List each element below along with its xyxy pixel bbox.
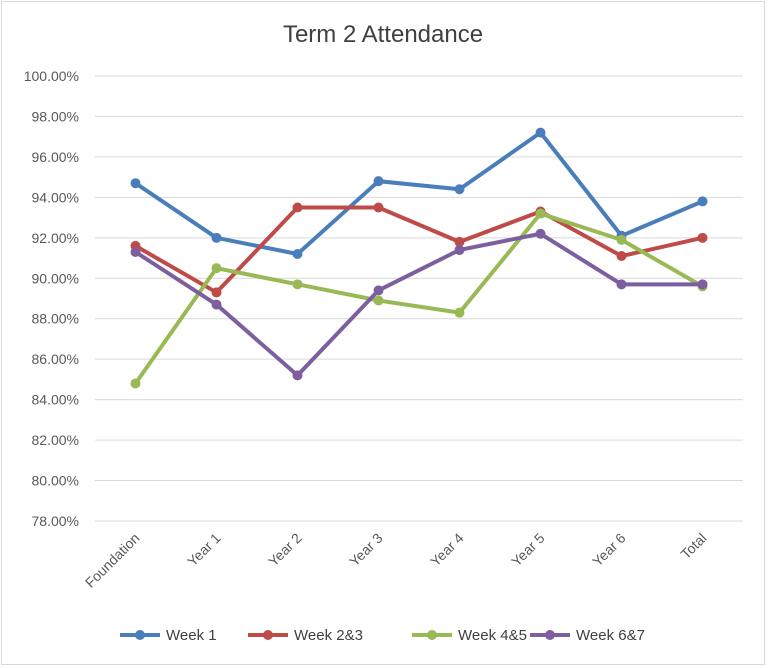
series-lines bbox=[130, 127, 708, 389]
data-point bbox=[292, 249, 303, 259]
y-tick-label: 98.00% bbox=[32, 108, 79, 124]
y-tick-label: 90.00% bbox=[32, 270, 79, 286]
data-point bbox=[130, 178, 141, 189]
data-point bbox=[697, 279, 708, 290]
x-tick-label: Year 5 bbox=[508, 530, 548, 570]
y-tick-label: 82.00% bbox=[32, 432, 79, 448]
data-point bbox=[211, 287, 222, 298]
data-point bbox=[697, 232, 708, 243]
y-tick-label: 100.00% bbox=[24, 68, 79, 84]
legend-label: Week 6&7 bbox=[576, 627, 645, 644]
data-point bbox=[373, 202, 384, 213]
data-point bbox=[697, 196, 708, 207]
data-point bbox=[454, 244, 465, 255]
x-axis-ticks: Foundation Year 1 Year 2 Year 3 Year 4 Year 5… bbox=[82, 530, 710, 591]
legend-marker bbox=[263, 630, 273, 640]
y-tick-label: 80.00% bbox=[32, 473, 79, 489]
y-tick-label: 92.00% bbox=[32, 230, 79, 246]
legend-label: Week 4&5 bbox=[458, 627, 527, 644]
data-point bbox=[292, 370, 303, 381]
y-tick-label: 88.00% bbox=[32, 311, 79, 327]
data-point bbox=[211, 263, 222, 274]
y-tick-label: 78.00% bbox=[32, 513, 79, 529]
y-tick-label: 94.00% bbox=[32, 189, 79, 205]
data-point bbox=[616, 251, 627, 262]
series-week-4-5 bbox=[130, 208, 708, 389]
y-axis-ticks: 78.00% 80.00% 82.00% 84.00% 86.00% 88.00% 90.0… bbox=[24, 68, 79, 529]
data-point bbox=[292, 202, 303, 213]
x-tick-label: Year 2 bbox=[265, 530, 305, 570]
legend: Week 1 Week 2&3 Week 4&5 Week 6&7 bbox=[120, 627, 645, 644]
y-tick-label: 96.00% bbox=[32, 149, 79, 165]
legend-label: Week 2&3 bbox=[294, 627, 363, 644]
chart-title: Term 2 Attendance bbox=[283, 21, 483, 48]
x-tick-label: Year 4 bbox=[427, 530, 467, 570]
data-point bbox=[454, 307, 465, 318]
legend-label: Week 1 bbox=[166, 627, 217, 644]
data-point bbox=[211, 232, 222, 243]
data-point bbox=[292, 279, 303, 290]
legend-item: Week 4&5 bbox=[412, 627, 527, 644]
x-tick-label: Year 3 bbox=[346, 530, 386, 570]
y-tick-label: 86.00% bbox=[32, 351, 79, 367]
data-point bbox=[373, 176, 384, 187]
y-tick-label: 84.00% bbox=[32, 392, 79, 408]
series-line bbox=[133, 130, 705, 256]
legend-marker bbox=[545, 630, 555, 640]
data-point bbox=[535, 127, 546, 138]
data-point bbox=[535, 228, 546, 239]
legend-item: Week 6&7 bbox=[530, 627, 645, 644]
series-line bbox=[133, 205, 705, 295]
series-line bbox=[133, 211, 705, 386]
data-point bbox=[616, 234, 627, 245]
data-point bbox=[454, 236, 465, 247]
data-point bbox=[535, 208, 546, 219]
x-tick-label: Year 6 bbox=[589, 530, 629, 570]
data-point bbox=[616, 279, 627, 290]
series-week-6-7 bbox=[130, 228, 708, 381]
legend-item: Week 1 bbox=[120, 627, 217, 644]
series-line bbox=[133, 231, 705, 378]
data-point bbox=[454, 184, 465, 195]
x-tick-label: Year 1 bbox=[184, 530, 224, 570]
x-tick-label: Total bbox=[677, 530, 709, 562]
legend-item: Week 2&3 bbox=[248, 627, 363, 644]
legend-marker bbox=[135, 630, 145, 640]
x-tick-label: Foundation bbox=[82, 530, 143, 591]
gridlines bbox=[95, 75, 743, 522]
data-point bbox=[373, 285, 384, 296]
data-point bbox=[130, 246, 141, 257]
data-point bbox=[211, 299, 222, 310]
legend-marker bbox=[427, 630, 437, 640]
data-point bbox=[373, 295, 384, 306]
data-point bbox=[130, 378, 141, 389]
